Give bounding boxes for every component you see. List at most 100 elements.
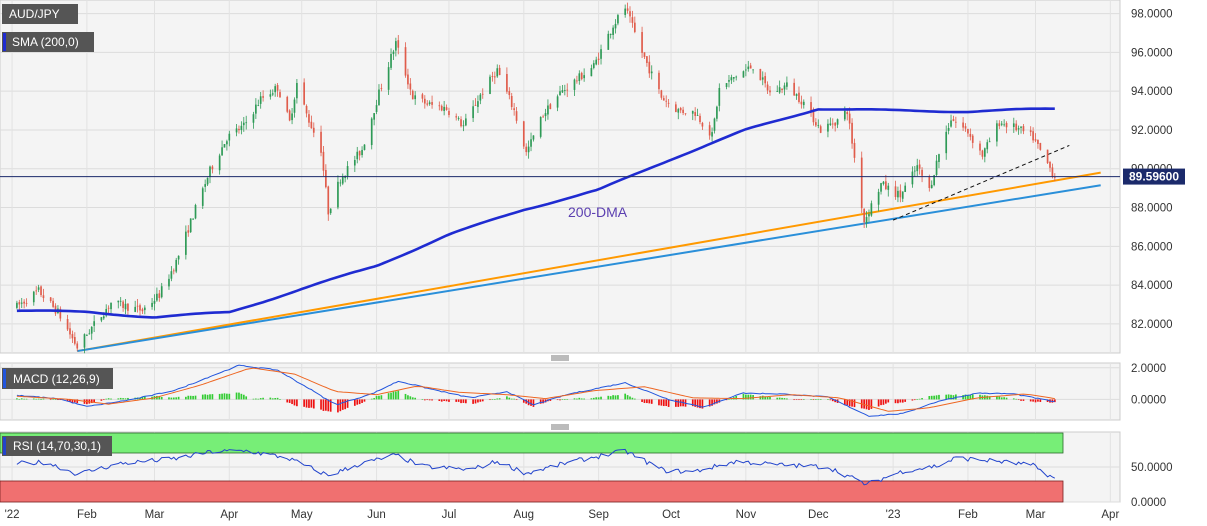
- candle: [124, 299, 127, 315]
- candle: [32, 290, 35, 306]
- candle: [296, 78, 298, 104]
- candle: [735, 75, 738, 81]
- candle: [431, 95, 433, 109]
- candle: [409, 78, 412, 96]
- macd-histogram-bar: [1000, 397, 1003, 400]
- candle-body: [472, 106, 474, 119]
- x-tick-label: Sep: [588, 509, 608, 521]
- candle: [583, 68, 585, 82]
- candle-body: [71, 334, 74, 339]
- candle-body: [1000, 123, 1003, 125]
- macd-histogram-bar: [119, 397, 122, 400]
- macd-histogram-bar: [894, 399, 897, 404]
- macd-histogram-bar: [303, 399, 305, 407]
- candle: [964, 123, 967, 132]
- macd-histogram-bar: [378, 395, 380, 400]
- candle-body: [981, 150, 984, 157]
- candle: [1020, 126, 1022, 134]
- candle-body: [481, 93, 484, 95]
- candle: [860, 151, 863, 214]
- candle: [851, 118, 853, 149]
- candle: [590, 64, 593, 77]
- candle-body: [327, 186, 330, 215]
- macd-panel: [0, 362, 1121, 421]
- macd-histogram-bar: [793, 399, 795, 401]
- candle: [73, 332, 76, 346]
- candle-body: [684, 113, 687, 115]
- candle-body: [20, 302, 23, 304]
- macd-histogram-bar: [479, 399, 482, 402]
- macd-histogram-bar: [344, 399, 347, 410]
- candle: [322, 145, 325, 177]
- macd-histogram-bar: [204, 394, 207, 400]
- candle: [778, 80, 781, 94]
- macd-histogram-bar: [177, 396, 180, 400]
- candle-body: [800, 101, 803, 105]
- symbol-label-box[interactable]: AUD/JPY: [2, 4, 78, 24]
- macd-histogram-bar: [346, 399, 349, 408]
- macd-histogram-bar: [969, 395, 972, 400]
- candle-body: [1022, 126, 1025, 132]
- macd-histogram: [16, 390, 1056, 413]
- candle: [701, 121, 704, 131]
- macd-histogram-bar: [52, 398, 54, 400]
- macd-histogram-bar: [950, 394, 952, 400]
- candle-body: [573, 79, 576, 90]
- candle: [971, 134, 974, 149]
- candle: [592, 60, 595, 70]
- candle: [981, 149, 984, 160]
- candle: [817, 119, 820, 129]
- candle: [426, 100, 429, 107]
- candle-body: [735, 76, 738, 78]
- panel-divider-handle[interactable]: [551, 355, 569, 361]
- candle: [868, 209, 870, 222]
- macd-histogram-bar: [660, 399, 663, 406]
- candle-body: [793, 82, 795, 96]
- candle-body: [460, 119, 462, 127]
- candle: [356, 146, 359, 164]
- candle-body: [279, 92, 281, 98]
- candle-body: [158, 293, 161, 298]
- candle: [86, 334, 88, 336]
- candle-body: [252, 114, 255, 123]
- macd-histogram-bar: [218, 393, 221, 400]
- candle: [979, 140, 981, 156]
- candle: [865, 211, 868, 228]
- candle-body: [107, 307, 110, 309]
- macd-label-box[interactable]: MACD (12,26,9): [2, 368, 113, 389]
- candle-body: [390, 53, 392, 68]
- candle: [474, 98, 477, 106]
- candle: [836, 118, 839, 129]
- macd-histogram-bar: [679, 399, 682, 407]
- macd-histogram-bar: [455, 399, 458, 402]
- candle: [930, 180, 933, 189]
- candle-body: [189, 218, 192, 233]
- candle-body: [409, 83, 412, 90]
- macd-histogram-bar: [105, 398, 108, 400]
- candle-body: [498, 67, 501, 76]
- macd-histogram-bar: [626, 395, 629, 400]
- macd-histogram-bar: [783, 398, 786, 400]
- macd-histogram-bar: [691, 399, 694, 407]
- rsi-label-box[interactable]: RSI (14,70,30,1): [2, 436, 112, 456]
- candle-body: [662, 98, 665, 101]
- candle: [465, 113, 467, 127]
- panel-divider-handle[interactable]: [551, 424, 569, 430]
- candle-body: [312, 127, 315, 133]
- macd-histogram-bar: [677, 399, 680, 407]
- candle-body: [153, 300, 156, 304]
- candle: [515, 106, 518, 124]
- macd-histogram-bar: [325, 399, 327, 411]
- macd-histogram-bar: [35, 398, 38, 400]
- candle-body: [609, 33, 612, 35]
- candle: [950, 114, 952, 128]
- candle-body: [143, 307, 146, 311]
- candle: [20, 297, 23, 309]
- macd-histogram-bar: [1029, 399, 1032, 402]
- candle-body: [732, 77, 735, 79]
- candle-body: [742, 71, 745, 78]
- sma-label-box[interactable]: SMA (200,0): [2, 32, 94, 52]
- candle-body: [1049, 161, 1051, 168]
- macd-histogram-bar: [404, 393, 407, 400]
- svg-text:SMA (200,0): SMA (200,0): [12, 35, 79, 49]
